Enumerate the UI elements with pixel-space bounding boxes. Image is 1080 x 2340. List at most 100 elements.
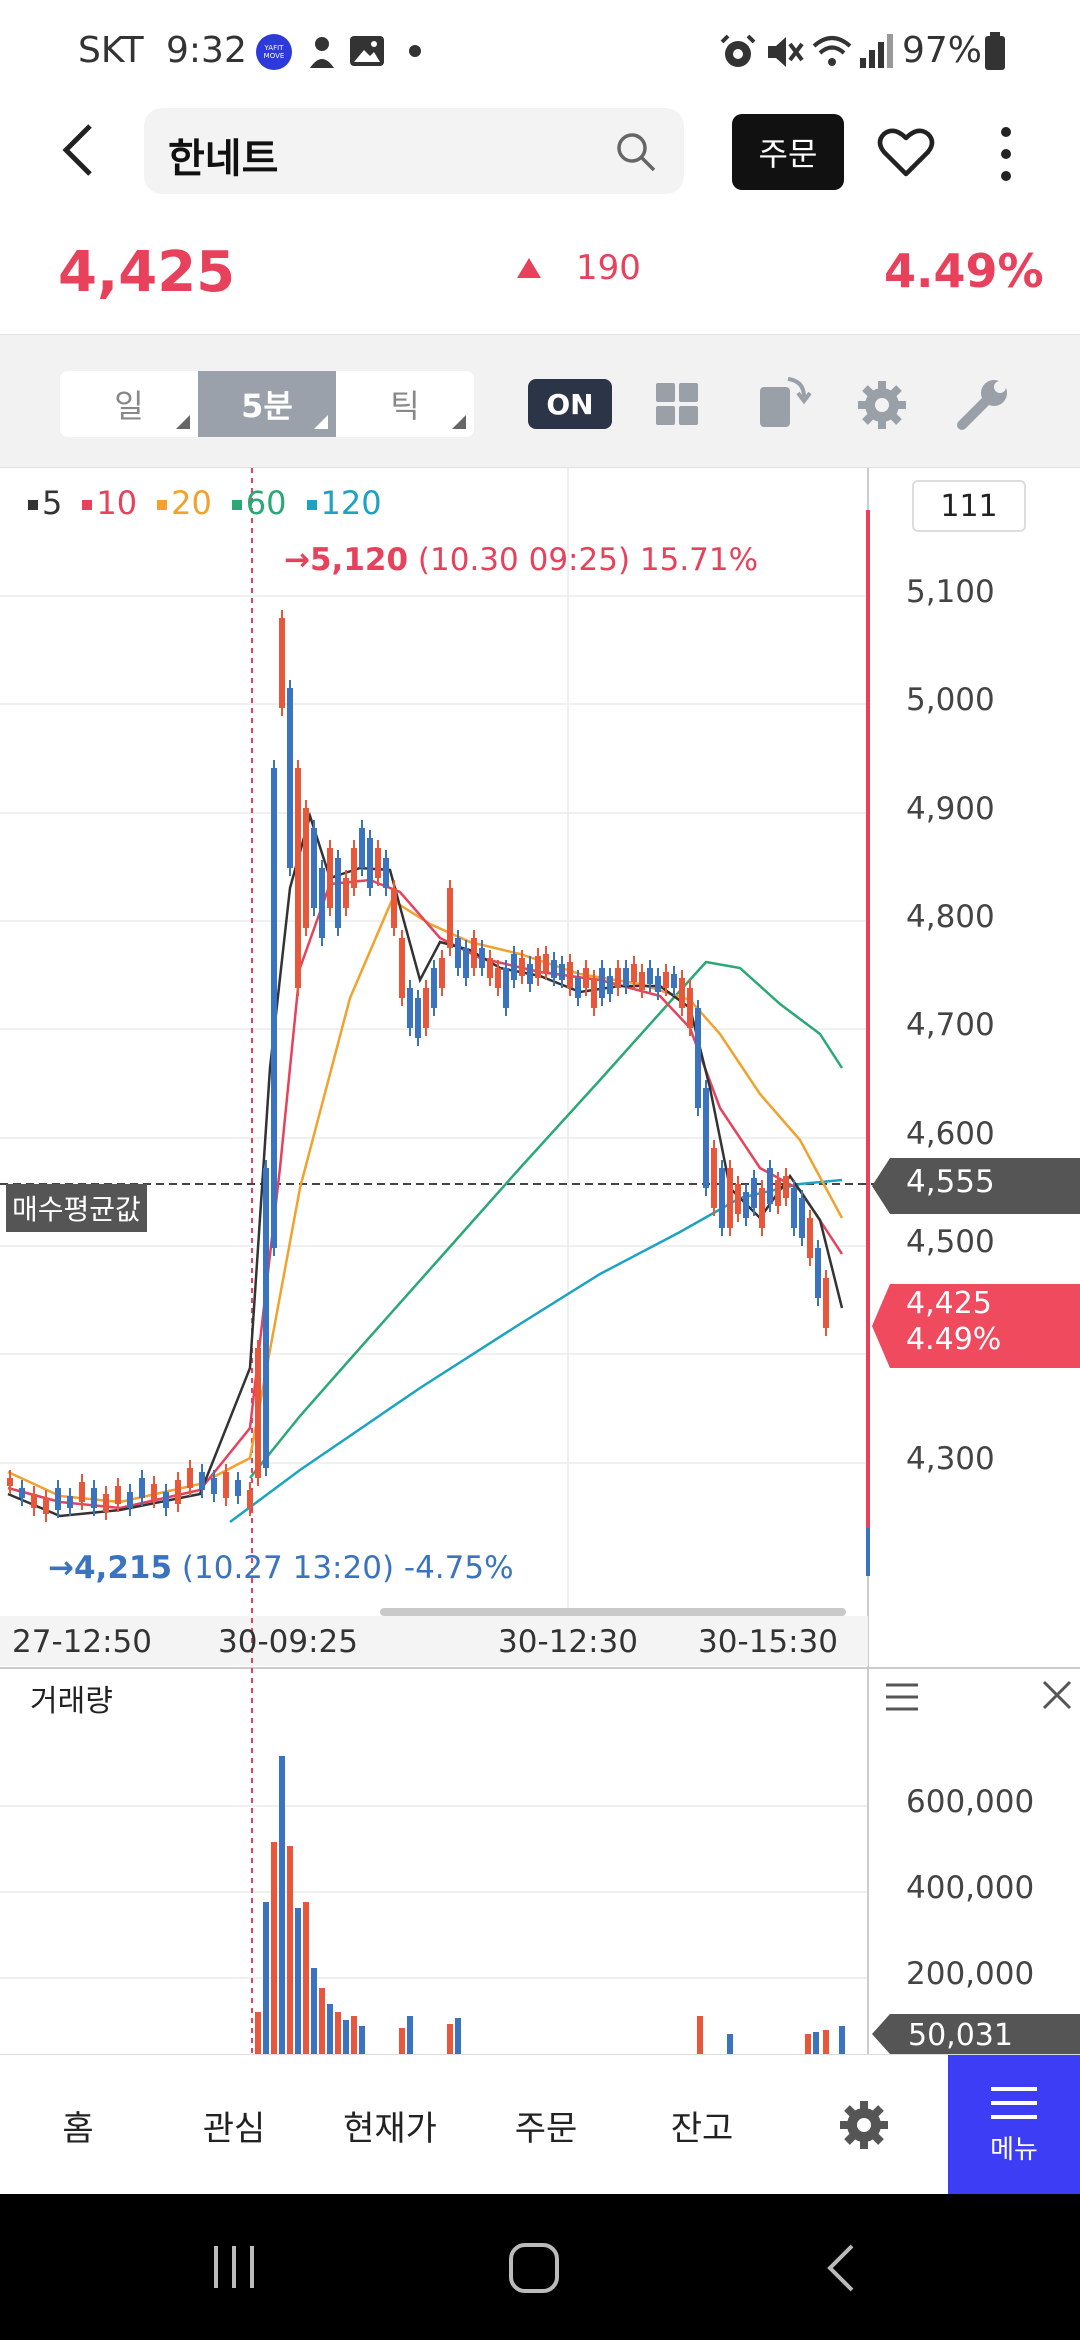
candle-body [455, 938, 461, 968]
x-tick: 30-12:30 [498, 1624, 638, 1660]
nav-settings[interactable] [780, 2055, 948, 2195]
back-arrow-icon[interactable] [56, 122, 100, 178]
layout-grid-icon[interactable] [654, 381, 700, 427]
candle-body [551, 960, 557, 978]
candle-body [431, 968, 437, 1008]
back-icon[interactable] [822, 2242, 858, 2294]
volume-bar [287, 1846, 293, 2054]
rotate-screen-icon[interactable] [756, 375, 812, 431]
chart-canvas[interactable] [0, 468, 1080, 2054]
candle-body [663, 972, 669, 988]
legend-swatch-icon [82, 500, 93, 510]
y-tick: 4,300 [906, 1441, 995, 1477]
candle-body [679, 978, 685, 1008]
ma-legend: 5 10 20 60 120 [28, 484, 382, 522]
price-change-percent: 4.49% [884, 244, 1044, 298]
price-summary: 4,425 190 4.49% [0, 222, 1080, 334]
candle-body [583, 968, 589, 988]
candle-body [495, 968, 501, 988]
candle-body [319, 868, 325, 938]
candle-body [271, 768, 277, 1248]
candle-body [511, 954, 517, 980]
settings-gear-icon[interactable] [856, 379, 908, 431]
candle-body [423, 988, 429, 1028]
menu-button[interactable]: 메뉴 [948, 2055, 1080, 2195]
hamburger-icon[interactable] [884, 1682, 920, 1712]
more-menu-icon[interactable] [996, 126, 1016, 182]
ma-legend-20-label: 20 [171, 484, 212, 522]
tab-5min[interactable]: 5분 [198, 371, 336, 437]
candle-body [759, 1188, 765, 1228]
up-triangle-icon [517, 258, 541, 278]
realtime-toggle[interactable]: ON [528, 379, 612, 429]
candle-body [575, 978, 581, 998]
search-icon[interactable] [614, 130, 658, 174]
low-price: 4,215 [73, 1550, 173, 1586]
recent-apps-icon[interactable] [210, 2242, 260, 2292]
stock-search-box[interactable]: 한네트 [144, 108, 684, 194]
candle-body [163, 1492, 169, 1508]
chart-toolbar: 일 5분 틱 ON [0, 334, 1080, 468]
tab-tick[interactable]: 틱 [336, 371, 474, 437]
heart-icon[interactable] [876, 124, 936, 180]
candle-body [351, 848, 357, 888]
volume-bar [311, 1968, 317, 2054]
candle-body [591, 978, 597, 1008]
ma-legend-60: 60 [231, 484, 287, 522]
legend-swatch-icon [306, 500, 317, 510]
nav-watchlist[interactable]: 관심 [202, 2108, 266, 2149]
carrier-label: SKT [78, 30, 144, 71]
candle-body [527, 964, 533, 984]
high-arrow: → [284, 542, 310, 578]
chart-scrollbar[interactable] [380, 1608, 846, 1616]
candle-body [535, 956, 541, 978]
volume-bar [455, 2018, 461, 2054]
ma-legend-10-label: 10 [96, 484, 138, 522]
legend-swatch-icon [157, 500, 168, 510]
x-tick: 30-15:30 [698, 1624, 838, 1660]
volume-bar [271, 1842, 277, 2054]
signal-icon [860, 34, 893, 68]
candle-body [279, 618, 285, 708]
menu-label: 메뉴 [990, 2134, 1038, 2165]
dropdown-triangle-icon [452, 415, 466, 429]
price-chart[interactable]: 5 10 20 60 120 111 →5,120 (10.30 09:25) … [0, 468, 1080, 2054]
candle-body [799, 1198, 805, 1238]
candle-body [311, 828, 317, 908]
gallery-icon [350, 36, 384, 66]
candle-body [175, 1480, 181, 1504]
candle-body [815, 1248, 821, 1298]
candle-body [211, 1478, 217, 1494]
home-icon[interactable] [508, 2242, 560, 2294]
order-button[interactable]: 주문 [732, 114, 844, 190]
volume-title: 거래량 [30, 1684, 113, 1719]
candle-body [655, 976, 661, 992]
legend-swatch-icon [28, 500, 38, 510]
high-detail: (10.30 09:25) 15.71% [417, 542, 759, 578]
candle-body [639, 972, 645, 990]
candle-body [115, 1486, 121, 1504]
nav-home[interactable]: 홈 [62, 2108, 94, 2149]
candle-body [255, 1348, 261, 1478]
candle-body [791, 1188, 797, 1228]
candle-body [767, 1168, 773, 1204]
volume-bar [303, 1902, 309, 2054]
wrench-icon[interactable] [956, 377, 1010, 431]
ma-10-line [7, 878, 844, 1510]
candle-body [43, 1498, 49, 1514]
candle-body [247, 1490, 253, 1508]
volume-bar [343, 2020, 349, 2054]
legend-swatch-icon [231, 500, 242, 510]
candle-body [687, 988, 693, 1028]
nav-current-price[interactable]: 현재가 [343, 2108, 437, 2149]
volume-bar [255, 2012, 261, 2054]
hamburger-icon [991, 2086, 1037, 2119]
nav-order[interactable]: 주문 [514, 2108, 578, 2149]
y-tick: 4,900 [906, 791, 995, 827]
tab-day[interactable]: 일 [60, 371, 198, 437]
nav-balance[interactable]: 잔고 [670, 2108, 734, 2149]
close-icon[interactable] [1040, 1678, 1074, 1712]
bottom-navigation: 홈 관심 현재가 주문 잔고 메뉴 [0, 2054, 1080, 2195]
system-navigation-bar [0, 2194, 1080, 2340]
candle-count-box[interactable]: 111 [912, 480, 1026, 532]
